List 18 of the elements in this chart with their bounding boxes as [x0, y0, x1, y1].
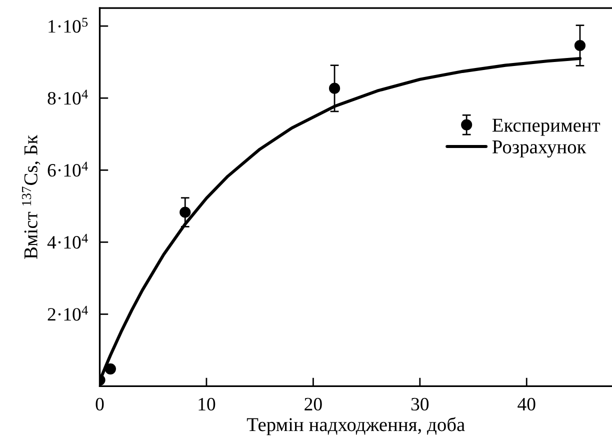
x-tick-label: 0 — [96, 398, 104, 411]
point — [104, 363, 116, 374]
x-tick-label: 10 — [198, 398, 216, 411]
x-tick-label: 20 — [304, 398, 322, 411]
legend-label: Розрахунок — [492, 140, 586, 158]
point — [328, 82, 340, 94]
x-axis-title: Термін надходження, доба — [246, 417, 465, 436]
y-tick-label: 4·10$^{4}$ — [47, 234, 88, 249]
y-tick-label: 6·10$^{4}$ — [48, 162, 88, 177]
y-tick-label: 8·10$^{4}$ — [48, 90, 88, 105]
point — [574, 40, 586, 52]
y-tick-label: 2·10$^{4}$ — [48, 306, 88, 321]
y-tick-label: 1·10$^{5}$ — [48, 18, 88, 33]
legend-label: Експеримент — [492, 118, 600, 136]
x-tick-label: 30 — [411, 398, 429, 411]
point — [180, 206, 191, 218]
y-axis-title: Вміст $^{137}$Cs, Бк — [22, 134, 40, 259]
x-tick-label: 40 — [518, 398, 536, 411]
